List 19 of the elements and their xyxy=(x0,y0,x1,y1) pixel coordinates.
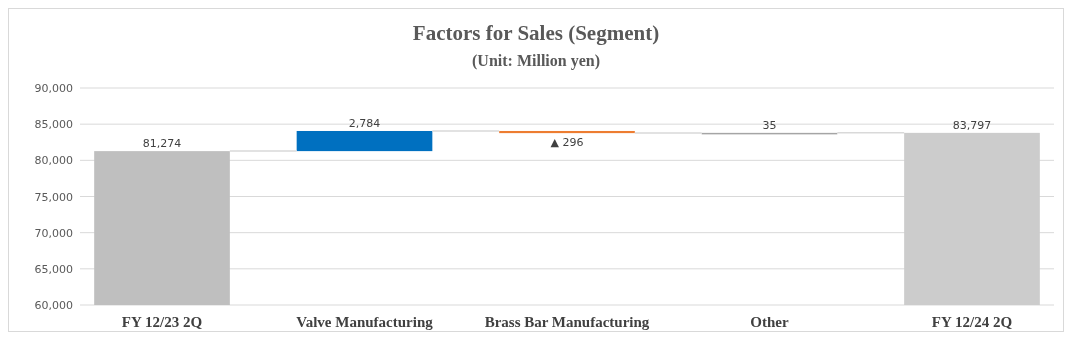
y-tick-label: 90,000 xyxy=(34,82,73,95)
data-label: 2,784 xyxy=(348,116,381,130)
data-label: ▲ 296 xyxy=(550,136,584,150)
y-tick-label: 85,000 xyxy=(34,118,73,132)
y-tick-label: 70,000 xyxy=(34,226,73,240)
chart-subtitle: (Unit: Million yen) xyxy=(472,52,600,70)
y-tick-label: 65,000 xyxy=(34,262,73,276)
y-tick-label: 80,000 xyxy=(34,154,73,168)
chart-title: Factors for Sales (Segment) xyxy=(412,21,660,45)
y-tick-label: 75,000 xyxy=(34,190,73,204)
data-label: 83,797 xyxy=(952,118,992,132)
y-tick-label: 60,000 xyxy=(34,299,73,312)
x-tick-label: Valve Manufacturing xyxy=(296,314,434,330)
x-tick-label: FY 12/24 2Q xyxy=(931,314,1013,330)
x-tick-label: Brass Bar Manufacturing xyxy=(484,314,650,330)
data-label: 81,274 xyxy=(142,137,182,151)
x-tick-label: FY 12/23 2Q xyxy=(121,314,203,330)
x-tick-label: Other xyxy=(750,314,789,330)
data-label: 35 xyxy=(762,118,777,132)
